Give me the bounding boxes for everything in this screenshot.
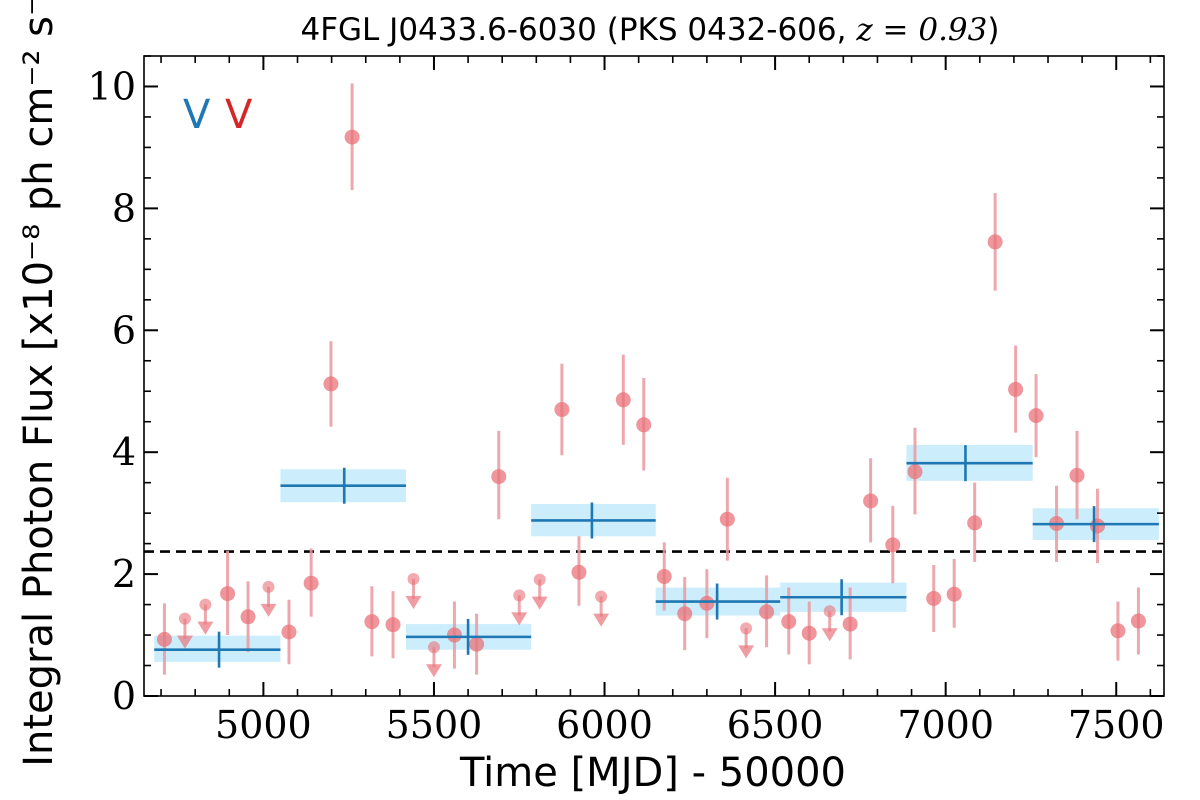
axes-frame bbox=[143, 55, 1165, 697]
flux-point bbox=[220, 586, 236, 602]
upper-limit-point bbox=[595, 590, 608, 603]
flux-point bbox=[469, 636, 485, 652]
y-tick-label: 0 bbox=[112, 674, 136, 718]
flux-point bbox=[967, 515, 983, 531]
flux-point bbox=[156, 631, 172, 647]
flux-point bbox=[1008, 381, 1024, 397]
chart-title: 4FGL J0433.6-6030 (PKS 0432-606, z = 0.9… bbox=[300, 12, 999, 48]
flux-point bbox=[907, 464, 923, 480]
upper-limit-point bbox=[199, 598, 212, 611]
flux-point bbox=[1089, 518, 1105, 534]
flux-point bbox=[1110, 623, 1126, 639]
x-tick-label: 7000 bbox=[897, 703, 994, 747]
upper-limit-point bbox=[407, 572, 420, 585]
flux-point bbox=[987, 234, 1003, 250]
x-tick-label: 6500 bbox=[727, 703, 824, 747]
axis-ticks-layer: 5000 5500 6000 6500 7000 7500 0 2 4 6 8 10 bbox=[88, 55, 1165, 747]
flux-point bbox=[1069, 467, 1085, 483]
upper-limit-arrow bbox=[197, 621, 214, 635]
legend: V V bbox=[183, 92, 253, 138]
upper-limit-point bbox=[740, 622, 753, 635]
flux-point bbox=[801, 625, 817, 641]
x-axis-label: Time [MJD] - 50000 bbox=[459, 750, 846, 796]
y-tick-label: 6 bbox=[112, 308, 136, 352]
flux-point bbox=[926, 590, 942, 606]
flux-point bbox=[759, 604, 775, 620]
flux-point bbox=[446, 627, 462, 643]
upper-limit-point bbox=[427, 641, 440, 654]
flux-point bbox=[615, 392, 631, 408]
flux-point bbox=[636, 417, 652, 433]
y-tick-label: 8 bbox=[112, 186, 136, 230]
legend-entry-blue: V bbox=[183, 92, 211, 138]
flux-point bbox=[240, 609, 256, 625]
flux-point bbox=[571, 564, 587, 580]
binned-flux-layer bbox=[154, 444, 1159, 662]
flux-point bbox=[323, 376, 339, 392]
flux-point bbox=[699, 595, 715, 611]
x-tick-label: 6000 bbox=[556, 703, 653, 747]
flux-point bbox=[281, 624, 297, 640]
y-tick-label: 2 bbox=[112, 552, 136, 596]
upper-limit-point bbox=[513, 589, 526, 602]
upper-limit-arrow bbox=[821, 628, 838, 642]
upper-limit-arrow bbox=[531, 596, 548, 610]
flux-point bbox=[885, 537, 901, 553]
y-axis-label: Integral Photon Flux [x10⁻⁸ ph cm⁻² s⁻¹] bbox=[16, 0, 62, 767]
plot-area bbox=[144, 83, 1164, 678]
flux-point bbox=[364, 614, 380, 630]
x-tick-label: 7500 bbox=[1068, 703, 1165, 747]
flux-point bbox=[491, 469, 507, 485]
flux-point bbox=[554, 402, 570, 418]
flux-point bbox=[863, 493, 879, 509]
upper-limit-point bbox=[262, 580, 275, 593]
flux-point bbox=[842, 616, 858, 632]
flux-point bbox=[946, 586, 962, 602]
x-tick-label: 5000 bbox=[215, 703, 312, 747]
flux-point bbox=[1028, 408, 1044, 424]
flux-point bbox=[677, 606, 693, 622]
upper-limit-arrow bbox=[593, 613, 610, 627]
flux-point bbox=[719, 511, 735, 527]
upper-limit-point bbox=[533, 573, 546, 586]
flux-point bbox=[781, 614, 797, 630]
upper-limit-arrow bbox=[511, 612, 528, 626]
flux-point bbox=[1130, 613, 1146, 629]
legend-entry-red: V bbox=[225, 92, 253, 138]
upper-limit-arrow bbox=[405, 595, 422, 609]
upper-limit-arrow bbox=[738, 645, 755, 659]
y-tick-label: 10 bbox=[88, 64, 136, 108]
upper-limit-arrow bbox=[425, 664, 442, 678]
upper-limit-arrow bbox=[176, 635, 193, 649]
flux-point bbox=[303, 575, 319, 591]
upper-limit-arrow bbox=[260, 603, 277, 617]
flux-point bbox=[656, 569, 672, 585]
x-tick-label: 5500 bbox=[386, 703, 483, 747]
binned-flux-lines-layer bbox=[154, 445, 1159, 668]
upper-limit-point bbox=[178, 612, 191, 625]
y-tick-label: 4 bbox=[112, 430, 136, 474]
flux-point bbox=[344, 129, 360, 145]
upper-limit-point bbox=[823, 605, 836, 618]
flux-point bbox=[385, 617, 401, 633]
flux-points-layer bbox=[156, 83, 1146, 678]
